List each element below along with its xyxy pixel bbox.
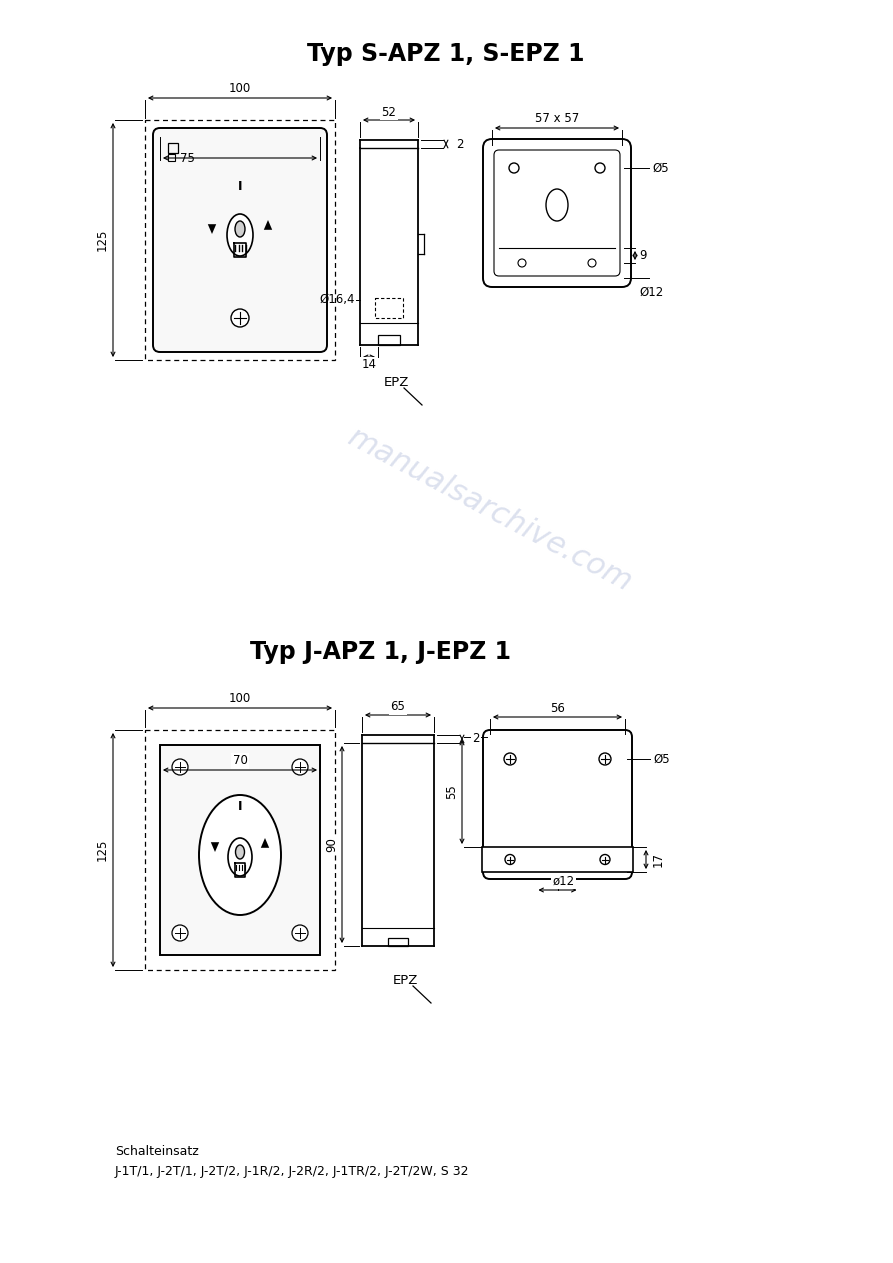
Text: EPZ: EPZ — [384, 376, 409, 389]
Bar — [160, 745, 320, 955]
FancyBboxPatch shape — [483, 730, 632, 879]
Text: 17: 17 — [652, 853, 664, 866]
Bar — [168, 143, 178, 153]
Text: 14: 14 — [362, 357, 377, 371]
Text: 56: 56 — [550, 701, 565, 715]
Text: 90: 90 — [326, 837, 338, 853]
FancyBboxPatch shape — [483, 139, 631, 287]
Text: 125: 125 — [96, 839, 109, 861]
Text: 100: 100 — [229, 82, 251, 96]
Text: Ø16,4: Ø16,4 — [320, 293, 355, 307]
Text: 2: 2 — [472, 733, 480, 745]
FancyBboxPatch shape — [494, 150, 620, 277]
Text: 125: 125 — [96, 229, 109, 251]
Bar — [482, 847, 633, 871]
Circle shape — [505, 855, 515, 864]
Bar — [375, 298, 403, 318]
Text: EPZ: EPZ — [393, 975, 419, 988]
Circle shape — [231, 309, 249, 327]
Text: 75: 75 — [180, 152, 195, 164]
Polygon shape — [208, 225, 216, 234]
Text: J-1T/1, J-2T/1, J-2T/2, J-1R/2, J-2R/2, J-1TR/2, J-2T/2W, S 32: J-1T/1, J-2T/1, J-2T/2, J-1R/2, J-2R/2, … — [115, 1164, 470, 1178]
Text: ø12: ø12 — [553, 874, 574, 888]
Text: 70: 70 — [232, 754, 247, 768]
Bar — [168, 154, 175, 160]
Circle shape — [518, 259, 526, 266]
Text: 55: 55 — [446, 784, 458, 799]
Circle shape — [595, 163, 605, 173]
Text: Ø12: Ø12 — [639, 285, 663, 299]
Text: 2: 2 — [456, 138, 463, 150]
Text: Schalteinsatz: Schalteinsatz — [115, 1146, 199, 1158]
Text: 9: 9 — [639, 249, 647, 261]
Text: 100: 100 — [229, 692, 251, 706]
FancyBboxPatch shape — [153, 128, 327, 352]
Text: I: I — [238, 801, 242, 813]
Circle shape — [172, 759, 188, 775]
Bar — [388, 938, 408, 946]
Polygon shape — [211, 842, 219, 853]
Ellipse shape — [235, 221, 245, 237]
Bar — [145, 120, 335, 360]
Text: Ø5: Ø5 — [653, 753, 670, 765]
Ellipse shape — [199, 794, 281, 914]
Text: 65: 65 — [390, 701, 405, 714]
Text: manualsarchive.com: manualsarchive.com — [343, 423, 637, 597]
Circle shape — [588, 259, 596, 266]
Ellipse shape — [546, 189, 568, 221]
Text: I: I — [238, 181, 242, 193]
Polygon shape — [261, 837, 269, 847]
Circle shape — [504, 753, 516, 765]
Bar — [378, 335, 400, 345]
Circle shape — [172, 925, 188, 941]
Text: Typ S-APZ 1, S-EPZ 1: Typ S-APZ 1, S-EPZ 1 — [307, 42, 585, 66]
Text: Ø5: Ø5 — [652, 162, 669, 174]
Text: 52: 52 — [381, 106, 396, 119]
Text: 57 x 57: 57 x 57 — [535, 112, 580, 125]
Ellipse shape — [236, 845, 245, 859]
Circle shape — [292, 925, 308, 941]
Ellipse shape — [228, 837, 252, 877]
Bar — [145, 730, 335, 970]
Text: Typ J-APZ 1, J-EPZ 1: Typ J-APZ 1, J-EPZ 1 — [249, 640, 511, 664]
Polygon shape — [263, 220, 272, 230]
Ellipse shape — [227, 213, 253, 256]
Circle shape — [600, 855, 610, 864]
Circle shape — [509, 163, 519, 173]
Circle shape — [292, 759, 308, 775]
Circle shape — [599, 753, 611, 765]
